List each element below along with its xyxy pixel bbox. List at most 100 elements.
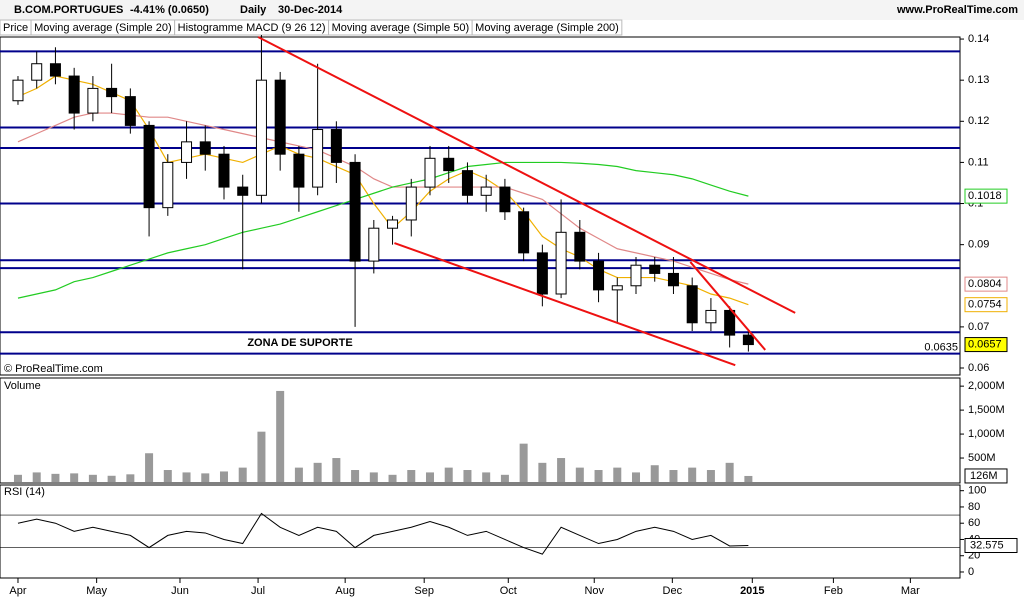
y-tick-label: 0.09: [968, 239, 989, 251]
candle-body: [480, 186, 492, 196]
volume-bar: [51, 473, 60, 482]
legend-entry: Moving average (Simple 50): [332, 22, 470, 34]
y-tick-label: 2,000M: [968, 380, 1005, 392]
volume-bar: [463, 470, 472, 482]
y-tick-label: 0.07: [968, 321, 989, 333]
volume-bar: [482, 472, 491, 482]
candle-body: [68, 75, 80, 114]
x-tick-label: Dec: [663, 585, 683, 597]
y-tick-label: 100: [968, 485, 986, 497]
candle-body: [611, 285, 623, 291]
volume-bar: [313, 462, 322, 482]
volume-bar: [519, 443, 528, 482]
period: Daily: [240, 4, 267, 16]
x-tick-label: Feb: [824, 585, 843, 597]
value-box: [964, 188, 1008, 204]
legend-entry: Moving average (Simple 200): [475, 22, 619, 34]
candle-body: [705, 309, 717, 324]
price-panel: [0, 36, 961, 376]
candle-body: [387, 219, 399, 229]
candle-body: [593, 260, 605, 291]
candle-body: [237, 186, 249, 196]
volume-bar: [706, 470, 715, 482]
volume-bar: [88, 474, 97, 482]
volume-bar: [407, 470, 416, 482]
legend-entry: Price: [3, 22, 28, 34]
volume-bar: [725, 462, 734, 482]
volume-bar: [575, 467, 584, 482]
candle-body: [649, 264, 661, 274]
candle-body: [274, 79, 286, 155]
volume-bar: [538, 462, 547, 482]
symbol: B.COM.PORTUGUES: [14, 4, 123, 16]
candle-body: [181, 141, 193, 163]
panel-title: Volume: [4, 380, 41, 392]
value-label: 0.0657: [968, 338, 1002, 350]
y-tick-label: 0.13: [968, 74, 989, 86]
candle-body: [536, 252, 548, 295]
moving-average: [17, 161, 749, 299]
value-box: [964, 538, 1018, 554]
candle-body: [630, 264, 642, 287]
candle-body: [555, 231, 567, 295]
candle-body: [124, 96, 136, 126]
volume-bar: [632, 472, 641, 482]
x-tick-label: Sep: [414, 585, 434, 597]
volume-bar: [238, 467, 247, 482]
x-tick-label: Jul: [251, 585, 265, 597]
volume-bar: [257, 431, 266, 482]
y-tick-label: 500M: [968, 452, 996, 464]
value-label: 32.575: [970, 539, 1004, 551]
candle-body: [255, 79, 267, 196]
x-tick-label: Nov: [584, 585, 604, 597]
candle-body: [574, 231, 586, 262]
volume-bar: [201, 473, 210, 482]
legend: Price Moving average (Simple 20) Histogram…: [0, 19, 623, 36]
rsi-line: [17, 512, 749, 555]
x-tick-label: May: [86, 585, 107, 597]
volume-bar: [182, 472, 191, 482]
y-tick-label: 0: [968, 566, 974, 578]
volume-bar: [126, 474, 135, 482]
trend-line: [394, 242, 736, 367]
candle-body: [461, 170, 473, 196]
value-label: 0.0754: [968, 299, 1002, 311]
candle-body: [293, 153, 305, 188]
moving-average: [17, 75, 749, 306]
candle-body: [686, 285, 698, 324]
value-box: [964, 297, 1008, 313]
volume-bar: [669, 470, 678, 482]
annotation: ZONA DE SUPORTE: [247, 337, 352, 349]
candle-body: [199, 141, 211, 155]
volume-bar: [688, 467, 697, 482]
y-tick-label: 60: [968, 517, 980, 529]
volume-panel: [0, 377, 961, 484]
candle-body: [424, 157, 436, 188]
rsi-panel: [0, 484, 961, 579]
candle-body: [312, 129, 324, 188]
volume-bar: [70, 473, 79, 482]
candle-body: [330, 129, 342, 163]
header-bar: [0, 0, 1024, 20]
volume-bar: [425, 472, 434, 482]
volume-bar: [594, 470, 603, 482]
legend-box: [471, 19, 623, 36]
candle-body: [162, 161, 174, 209]
x-tick-label: 2015: [740, 585, 764, 597]
candle-body: [405, 186, 417, 221]
y-tick-label: 80: [968, 501, 980, 513]
x-tick-label: Mar: [901, 585, 920, 597]
x-tick-label: Oct: [500, 585, 517, 597]
value-box: [964, 468, 1008, 484]
panel-title: RSI (14): [4, 486, 45, 498]
volume-bar: [145, 453, 154, 482]
candle-body: [49, 63, 61, 77]
volume-bar: [276, 390, 285, 482]
volume-bar: [294, 467, 303, 482]
moving-average: [17, 112, 749, 285]
candle-body: [106, 87, 118, 98]
level-label: 0.0635: [924, 342, 958, 354]
candle-body: [499, 186, 511, 213]
candle-body: [667, 272, 679, 287]
